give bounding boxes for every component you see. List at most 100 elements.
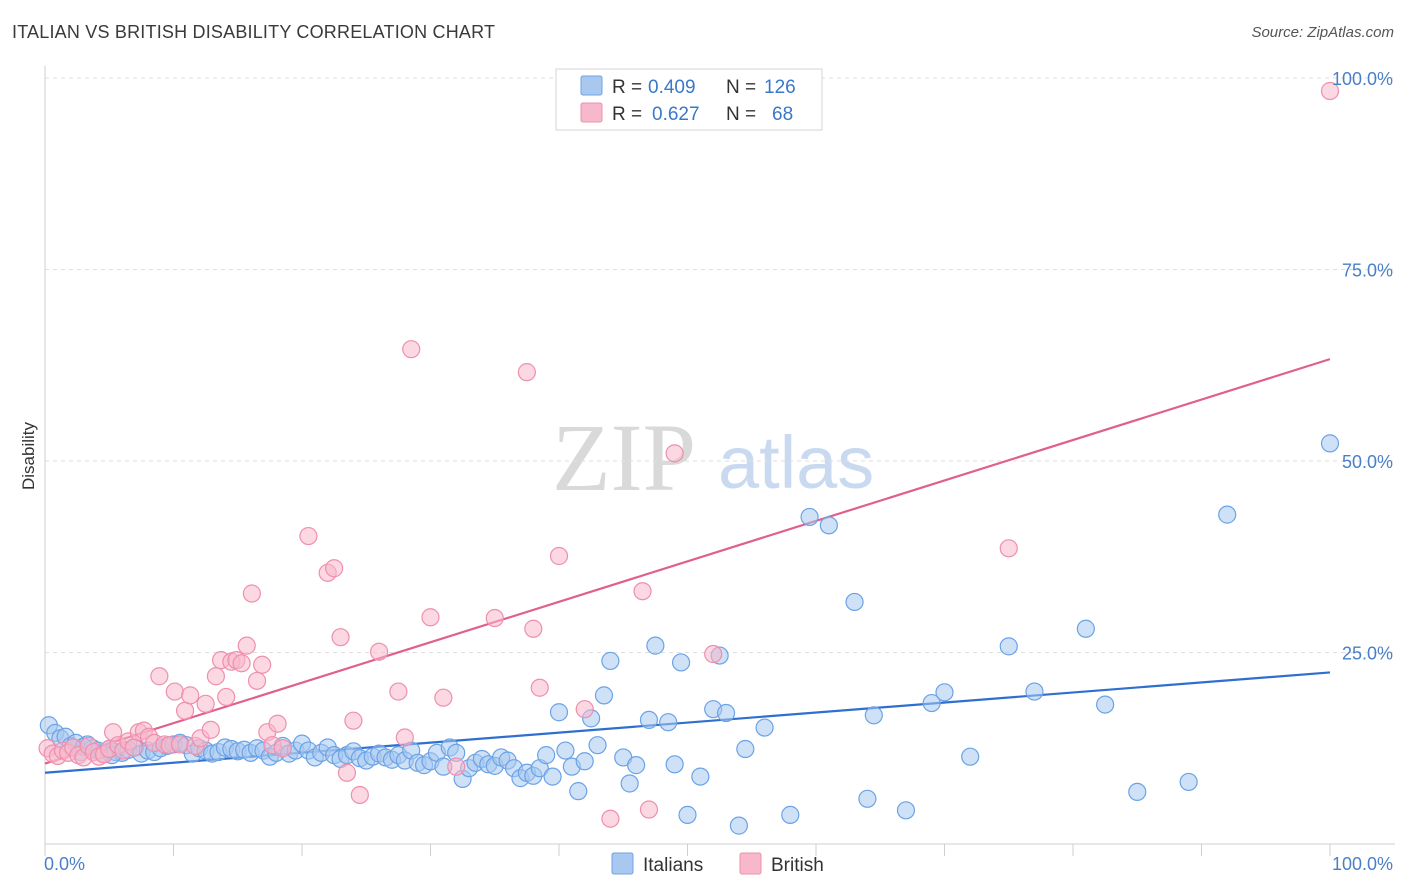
italians-point: [1076, 619, 1095, 638]
british-point: [150, 667, 169, 686]
italians-point: [716, 703, 736, 723]
british-point: [575, 700, 594, 719]
y-tick-label: 75.0%: [1342, 261, 1393, 281]
british-point: [999, 539, 1018, 558]
british-point: [1320, 81, 1340, 101]
british-r-value: 0.627: [652, 104, 700, 125]
series-legend: Italians British: [611, 852, 824, 876]
legend-british-label: British: [771, 855, 824, 876]
british-point: [421, 608, 440, 627]
italians-r-label: R =: [612, 77, 642, 98]
italians-point: [864, 706, 883, 725]
stats-legend: R = 0.409 N = 126 R = 0.627 N = 68: [555, 68, 823, 131]
british-point: [165, 682, 184, 701]
british-point: [704, 644, 723, 664]
italians-point: [549, 703, 569, 722]
british-point: [601, 809, 620, 828]
y-tick-label: 25.0%: [1342, 644, 1393, 664]
british-point: [196, 694, 215, 713]
british-point: [370, 642, 389, 661]
british-point: [217, 687, 236, 707]
italians-point: [620, 774, 639, 793]
y-tick-label: 50.0%: [1342, 452, 1393, 472]
italians-point: [845, 592, 864, 612]
italians-point: [935, 683, 954, 702]
watermark-atlas: atlas: [718, 421, 874, 504]
italians-point: [665, 755, 684, 774]
italians-point: [626, 756, 646, 775]
british-points: [38, 81, 1340, 828]
italians-point: [1025, 682, 1044, 701]
legend-italians-swatch: [611, 852, 634, 875]
italians-point: [678, 805, 697, 824]
italians-point: [755, 718, 774, 737]
british-n-value: 68: [772, 104, 793, 125]
british-point: [524, 619, 543, 638]
british-point: [665, 444, 684, 463]
british-point: [232, 654, 251, 673]
italians-point: [1218, 505, 1237, 524]
y-tick-label: 100.0%: [1332, 69, 1393, 89]
british-point: [434, 688, 453, 707]
tick-labels: 25.0% 50.0% 75.0% 100.0% 0.0% 100.0%: [44, 69, 1393, 874]
italians-point: [1096, 695, 1115, 714]
british-point: [181, 686, 200, 705]
italians-point: [896, 801, 916, 820]
british-point: [389, 682, 408, 701]
british-point: [170, 735, 190, 754]
italians-point: [601, 651, 620, 671]
legend-british-swatch: [739, 852, 762, 875]
british-point: [530, 678, 549, 697]
british-point: [273, 739, 292, 758]
italians-point: [594, 686, 614, 705]
italians-point: [800, 507, 819, 527]
italians-point: [1128, 782, 1147, 802]
british-point: [639, 800, 659, 819]
italians-point: [1179, 772, 1198, 792]
italians-point: [639, 710, 659, 730]
british-point: [206, 667, 226, 686]
italians-point: [961, 747, 980, 766]
axes: [44, 66, 1395, 856]
italians-r-value: 0.409: [648, 77, 696, 98]
italians-point: [543, 767, 562, 786]
italians-point: [922, 693, 941, 713]
italians-point: [819, 516, 838, 535]
british-point: [253, 655, 272, 674]
british-point: [395, 728, 414, 747]
italians-point: [537, 746, 556, 765]
british-point: [633, 582, 652, 601]
british-point: [242, 584, 261, 603]
italians-point: [588, 736, 607, 755]
british-point: [299, 526, 318, 546]
legend-italians-label: Italians: [643, 855, 703, 876]
british-point: [337, 763, 357, 782]
italians-swatch: [580, 75, 603, 96]
british-trend-line: [44, 358, 1331, 765]
british-point: [124, 738, 143, 757]
british-point: [201, 720, 220, 739]
british-swatch: [580, 102, 603, 123]
british-r-label: R =: [612, 104, 642, 125]
y-axis-title: Disability: [19, 421, 38, 490]
x-tick-label: 100.0%: [1332, 854, 1393, 874]
source-credit: Source: ZipAtlas.com: [1251, 24, 1394, 41]
italians-point: [1320, 434, 1340, 453]
british-n-label: N =: [726, 104, 756, 125]
british-point: [331, 628, 350, 647]
british-point: [237, 636, 256, 655]
italians-point: [999, 637, 1018, 656]
british-point: [447, 757, 466, 776]
italians-point: [575, 752, 594, 771]
british-point: [350, 785, 369, 805]
british-point: [268, 714, 287, 733]
italians-points: [39, 434, 1340, 835]
x-tick-label: 0.0%: [44, 854, 85, 874]
italians-point: [691, 767, 710, 786]
italians-point: [646, 636, 665, 655]
british-point: [175, 701, 195, 720]
italians-point: [729, 816, 749, 835]
british-point: [247, 671, 267, 690]
italians-point: [659, 713, 678, 732]
